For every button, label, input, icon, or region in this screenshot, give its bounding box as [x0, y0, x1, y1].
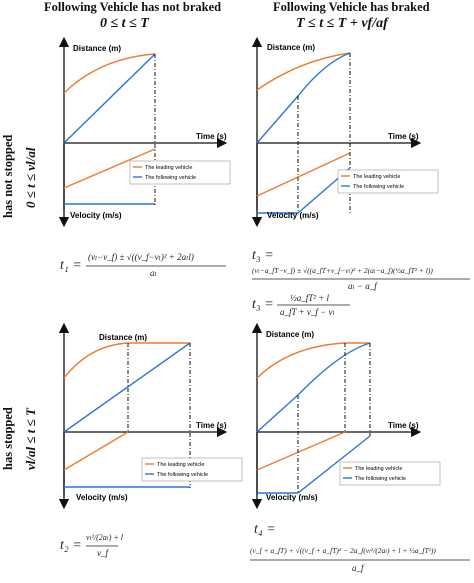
- col2-title: Following Vehicle has braked: [273, 0, 430, 14]
- legend-leading-label: The leading vehicle: [157, 462, 204, 468]
- col2-condition: T ≤ t ≤ T + vf/af: [296, 16, 388, 31]
- t3-denominator: aₗ − a_f: [348, 281, 377, 291]
- legend-box: [129, 160, 231, 185]
- panel-bottom-right: The leading vehicle The following vehicl…: [251, 322, 441, 510]
- panel-top-left: The leading vehicle The following vehicl…: [58, 36, 231, 228]
- time-axis-label: Time (s): [388, 132, 419, 141]
- leading-velocity-line: [63, 431, 129, 471]
- t3b-lhs: t₃ =: [252, 297, 274, 312]
- time-axis-label: Time (s): [388, 421, 419, 430]
- time-axis-label: Time (s): [196, 132, 227, 141]
- col1-condition: 0 ≤ t ≤ T: [100, 16, 149, 31]
- time-axis-label: Time (s): [196, 421, 227, 430]
- legend-box: [141, 457, 243, 482]
- t3b-denominator: a_fT + v_f − vₗ: [280, 307, 335, 317]
- panel-top-right: The leading vehicle The following vehicl…: [251, 36, 439, 228]
- distance-axis-label: Distance (m): [267, 43, 315, 52]
- distance-axis-label: Distance (m): [73, 44, 121, 53]
- legend-following-label: The following vehicle: [355, 476, 406, 482]
- t3-numerator: (vₗ−a_fT−v_f) ± √((a_fT+v_f−vₗ)² + 2(aₗ−…: [252, 266, 433, 275]
- leading-velocity-line: [256, 431, 346, 471]
- t1-numerator: (vₗ−v_f) ± √((v_f−vₗ)² + 2aₗl): [88, 252, 194, 262]
- t4-lhs: t₄ =: [254, 522, 276, 537]
- t1-lhs: t₁ =: [60, 258, 82, 273]
- col1-title: Following Vehicle has not braked: [44, 0, 222, 14]
- velocity-axis-label: Velocity (m/s): [76, 493, 128, 502]
- panel-bottom-left: The leading vehicle The following vehicl…: [58, 322, 243, 510]
- leading-velocity-line: [256, 152, 351, 197]
- t2-lhs: t₂ =: [60, 538, 82, 553]
- following-velocity-line: [257, 167, 351, 214]
- velocity-axis-label: Velocity (m/s): [267, 211, 319, 220]
- t2-numerator: vₗ²/(2aₗ) + l: [86, 533, 124, 542]
- t2-denominator: v_f: [97, 548, 108, 558]
- leading-distance-curve: [63, 342, 190, 379]
- following-distance-curve: [256, 342, 371, 433]
- legend-following-label: The following vehicle: [353, 184, 404, 190]
- distance-axis-label: Distance (m): [266, 330, 314, 339]
- distance-axis-label: Distance (m): [99, 333, 147, 342]
- following-velocity-line: [257, 435, 371, 494]
- leading-distance-curve: [63, 53, 156, 94]
- t4-denominator: a_f: [352, 563, 364, 573]
- following-distance-curve: [256, 52, 351, 144]
- leading-distance-curve: [256, 52, 351, 91]
- velocity-axis-label: Velocity (m/s): [266, 493, 318, 502]
- legend-leading-label: The leading vehicle: [355, 466, 402, 472]
- leading-velocity-line: [63, 148, 156, 189]
- velocity-axis-label: Velocity (m/s): [70, 211, 122, 220]
- legend-box: [339, 461, 441, 486]
- leading-distance-curve: [256, 342, 370, 379]
- legend-following-label: The following vehicle: [157, 472, 208, 478]
- t3b-numerator: ½a_fT² + l: [290, 293, 330, 303]
- following-distance-line: [63, 342, 191, 433]
- legend-leading-label: The leading vehicle: [145, 165, 192, 171]
- t1-denominator: aₗ: [150, 268, 157, 278]
- following-distance-line: [63, 53, 156, 144]
- legend-leading-label: The leading vehicle: [353, 174, 400, 180]
- legend-box: [337, 169, 439, 194]
- t3-lhs: t₃ =: [252, 248, 274, 263]
- t4-numerator: (v_f + a_fT) + √((v_f + a_fT)² − 2a_f(vₗ…: [250, 546, 436, 555]
- legend-following-label: The following vehicle: [145, 175, 196, 181]
